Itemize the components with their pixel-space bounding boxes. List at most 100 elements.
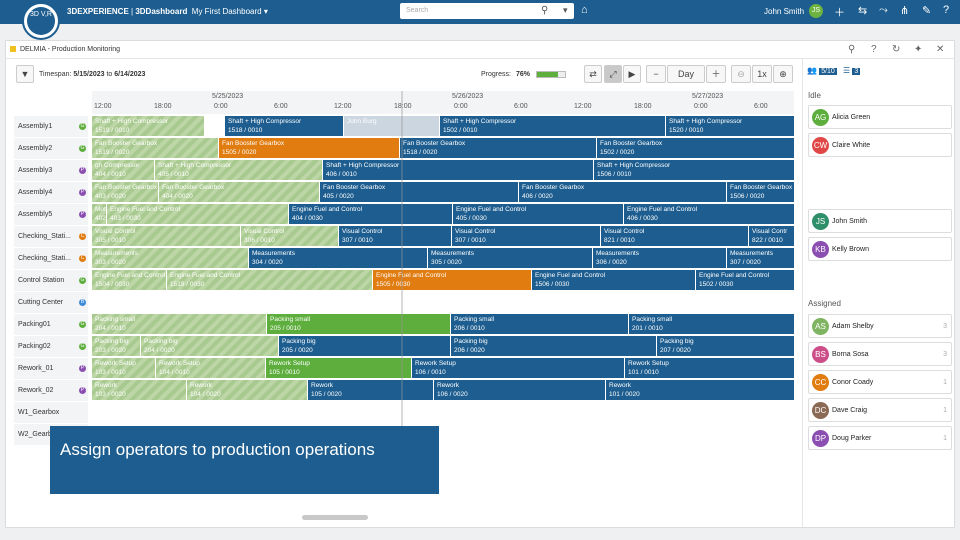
operation-bar[interactable]: Shaft + High Compressor 406 / 0010 <box>323 160 593 180</box>
idle-section-label[interactable]: Idle <box>808 91 821 100</box>
operation-bar[interactable]: Shaft + High Compressor 1502 / 0010 <box>440 116 665 136</box>
operation-bar[interactable]: Rework Setup 106 / 0010 <box>412 358 624 378</box>
scroll-thumb[interactable] <box>302 515 368 520</box>
close-icon[interactable]: ✕ <box>936 44 945 55</box>
operation-bar[interactable]: Visual Control 306 / 0010 <box>241 226 338 246</box>
operation-bar[interactable]: Packing big 206 / 0020 <box>451 336 656 356</box>
row-label[interactable]: Cutting Center B <box>14 292 88 314</box>
operation-bar[interactable]: Fan Booster Gearbox 1519 / 0020 <box>92 138 218 158</box>
search-icon[interactable]: ⚲ <box>541 5 549 16</box>
operation-bar[interactable]: Packing big 204 / 0020 <box>141 336 278 356</box>
operation-bar[interactable]: Rework Setup 104 / 0010 <box>156 358 265 378</box>
operator-card[interactable]: AS Adam Shelby 3 <box>808 314 952 338</box>
operation-bar[interactable]: Packing small 201 / 0010 <box>629 314 794 334</box>
auto-button[interactable]: ⤢ <box>604 65 622 83</box>
operator-card[interactable]: DP Doug Parker 1 <box>808 426 952 450</box>
operation-bar[interactable]: Shaft + High Compressor 1518 / 0010 <box>225 116 343 136</box>
operation-bar[interactable]: Measurements 307 / 0020 <box>727 248 794 268</box>
operation-bar[interactable]: Fan Booster Gearbox 1505 / 0020 <box>219 138 399 158</box>
row-label[interactable]: Assembly2 G <box>14 138 88 160</box>
operation-bar[interactable]: Rework 106 / 0020 <box>434 380 605 400</box>
operation-bar[interactable]: Engine Fuel and Control 406 / 0030 <box>624 204 794 224</box>
operation-bar[interactable]: Rework 103 / 0020 <box>92 380 186 400</box>
operation-bar[interactable]: Packing big 203 / 0020 <box>92 336 140 356</box>
row-label[interactable]: Checking_Stati... C <box>14 248 88 270</box>
row-label[interactable]: Packing01 G <box>14 314 88 336</box>
horizontal-scrollbar[interactable] <box>94 514 784 520</box>
pin-icon[interactable]: ✦ <box>914 44 923 55</box>
operation-bar[interactable]: Packing small 204 / 0010 <box>92 314 266 334</box>
operation-bar[interactable]: Fan Booster Gearbox 1502 / 0020 <box>597 138 794 158</box>
operation-bar[interactable]: Fan Booster Gearbox 404 / 0020 <box>159 182 319 202</box>
operation-bar[interactable]: Packing big 205 / 0020 <box>279 336 450 356</box>
assigned-section-label[interactable]: Assigned <box>808 299 841 308</box>
row-label[interactable]: W1_Gearbox <box>14 402 88 424</box>
speed-up-button[interactable]: ⊕ <box>773 65 793 83</box>
operation-bar[interactable]: Engine Fuel and Control 405 / 0030 <box>453 204 623 224</box>
operation-bar[interactable]: Packing small 205 / 0010 <box>267 314 450 334</box>
row-label[interactable]: Rework_01 P <box>14 358 88 380</box>
operation-bar[interactable]: Rework Setup 103 / 0010 <box>92 358 155 378</box>
row-label[interactable]: Control Station G <box>14 270 88 292</box>
operation-bar[interactable]: Fan Booster Gearbox 1518 / 0020 <box>400 138 596 158</box>
user-name[interactable]: John Smith <box>764 7 805 16</box>
operator-card[interactable]: KB Kelly Brown <box>808 237 952 261</box>
operation-bar[interactable]: Fan Booster Gearbox 403 / 0020 <box>92 182 158 202</box>
play-button[interactable]: ▶ <box>623 65 641 83</box>
zoom-unit[interactable]: Day <box>667 65 705 83</box>
row-label[interactable]: Assembly5 P <box>14 204 88 226</box>
row-label[interactable]: Packing02 G <box>14 336 88 358</box>
operation-bar[interactable]: Measurements 305 / 0020 <box>428 248 592 268</box>
search-input[interactable]: Search <box>400 3 574 19</box>
refresh-icon[interactable]: ↻ <box>892 44 901 55</box>
operation-bar[interactable]: Measurements 306 / 0020 <box>593 248 726 268</box>
zoom-out-button[interactable]: − <box>646 65 666 83</box>
operation-bar[interactable]: Measurements 303 / 0020 <box>92 248 248 268</box>
operation-bar[interactable]: Shaft + High Compressor 1520 / 0010 <box>666 116 794 136</box>
operator-card[interactable]: CC Conor Coady 1 <box>808 370 952 394</box>
help-icon[interactable]: ? <box>871 44 877 55</box>
operation-bar[interactable]: Packing big 207 / 0020 <box>657 336 794 356</box>
operation-bar[interactable]: Shaft + High Compressor 1519 / 0010 <box>92 116 204 136</box>
speed-down-button[interactable]: ⊖ <box>731 65 751 83</box>
speed-value[interactable]: 1x <box>752 65 772 83</box>
search-icon[interactable]: ⚲ <box>848 44 856 55</box>
compass-logo[interactable]: 3D V,R <box>22 2 60 40</box>
operation-bar[interactable]: Shaft + High Compressor 405 / 0010 <box>155 160 322 180</box>
operation-bar[interactable]: Visual Control 307 / 0010 <box>339 226 451 246</box>
operation-bar[interactable]: Engine Fuel and Control 1505 / 0030 <box>373 270 531 290</box>
operation-bar[interactable]: Fan Booster Gearbox 1506 / 0020 <box>727 182 794 202</box>
operation-bar[interactable]: Mot 402 / 0030 <box>92 204 106 224</box>
plus-icon[interactable]: ＋ <box>834 7 845 19</box>
operation-bar[interactable]: Engine Fuel and Control 404 / 0030 <box>289 204 452 224</box>
user-avatar[interactable]: JS <box>809 4 823 18</box>
operation-bar[interactable]: Fan Booster Gearbox 406 / 0020 <box>519 182 726 202</box>
sequence-button[interactable]: ⇄ <box>584 65 602 83</box>
network-icon[interactable]: ⋔ <box>900 5 910 17</box>
timespan[interactable]: Timespan: 5/15/2023 to 6/14/2023 <box>39 71 145 78</box>
operators-tab[interactable]: 👥 5/10 <box>807 66 837 75</box>
operation-bar[interactable]: Rework Setup 105 / 0010 <box>266 358 411 378</box>
operator-card[interactable]: AG Alicia Green <box>808 105 952 129</box>
brand-title[interactable]: 3DEXPERIENCE | 3DDashboard My First Dash… <box>67 7 268 16</box>
operation-bar[interactable]: Measurements 304 / 0020 <box>249 248 427 268</box>
row-label[interactable]: Assembly3 P <box>14 160 88 182</box>
search-dropdown-icon[interactable]: ▾ <box>563 5 568 15</box>
operation-bar[interactable]: Fan Booster Gearbox 405 / 0020 <box>320 182 518 202</box>
operation-bar[interactable]: Visual Contr 822 / 0010 <box>749 226 794 246</box>
operation-bar[interactable]: Rework 101 / 0020 <box>606 380 794 400</box>
share-icon[interactable]: ⤳ <box>879 4 888 16</box>
operation-bar[interactable]: Visual Control 821 / 0010 <box>601 226 748 246</box>
help-icon[interactable]: ? <box>943 4 950 16</box>
tools-icon[interactable]: ✎ <box>922 5 932 17</box>
operator-card[interactable]: BS Borna Sosa 3 <box>808 342 952 366</box>
operation-bar[interactable]: Engine Fuel and Control 403 / 0030 <box>107 204 288 224</box>
operation-bar[interactable]: Packing small 206 / 0010 <box>451 314 628 334</box>
operation-bar[interactable]: Engine Fuel and Control 1502 / 0030 <box>696 270 794 290</box>
operation-bar[interactable]: John Burg <box>344 116 439 136</box>
operation-bar[interactable]: Rework Setup 101 / 0010 <box>625 358 794 378</box>
operator-card[interactable]: JS John Smith <box>808 209 952 233</box>
operation-bar[interactable]: Engine Fuel and Control 1519 / 0030 <box>167 270 372 290</box>
operation-bar[interactable]: Visual Control 307 / 0010 <box>452 226 600 246</box>
operation-bar[interactable]: Visual Control 305 / 0010 <box>92 226 240 246</box>
